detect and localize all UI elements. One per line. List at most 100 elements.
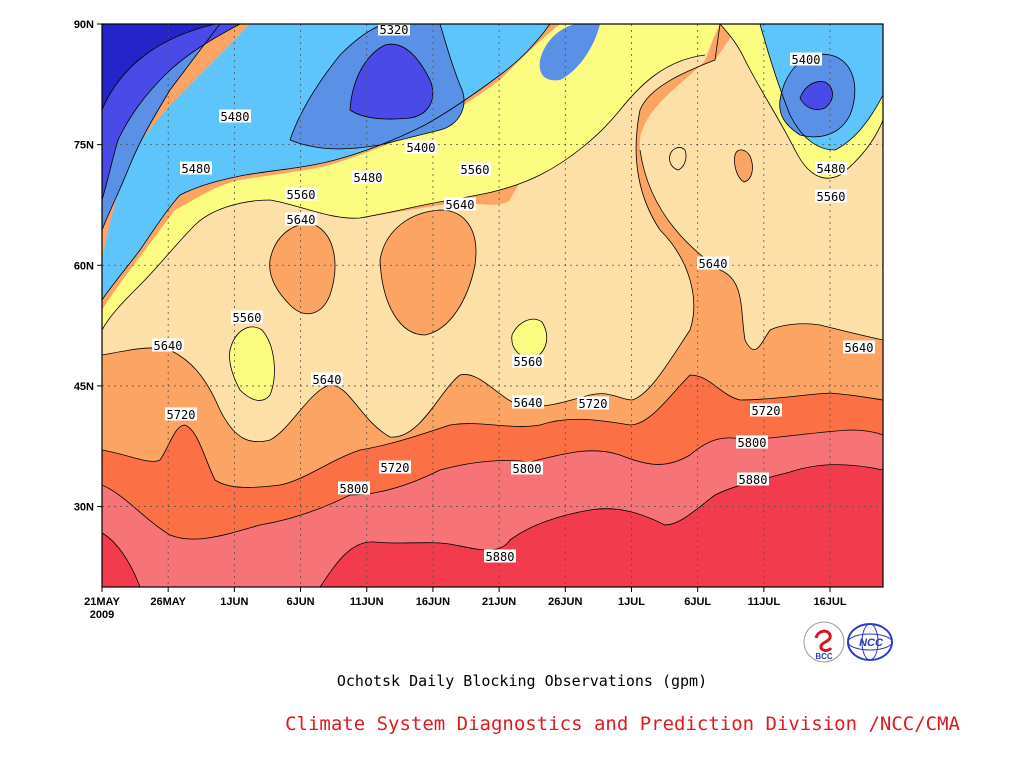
contour-label: 5480 (221, 110, 250, 124)
contour-fills (102, 24, 883, 587)
contour-label-bg (697, 256, 729, 270)
contour-line-5320 (102, 24, 833, 201)
contour-label-bg (737, 472, 769, 486)
x-tick-label: 6JUL (684, 596, 711, 608)
contour-label-bg (736, 435, 768, 449)
contour-label: 5560 (514, 355, 543, 369)
contour-label: 5880 (739, 473, 768, 487)
contour-label-bg (511, 461, 543, 475)
contour-labels: 5320 5400 5400 5480 5480 5480 5480 5560 5560 5560… (152, 22, 875, 564)
contour-line-5720 (102, 374, 883, 488)
x-tick-label: 21JUN (482, 596, 516, 608)
fill-band-5560-5640 (102, 24, 883, 442)
contour-line-5480-main (102, 24, 551, 301)
contour-label-bg (815, 189, 847, 203)
contour-label: 5560 (287, 188, 316, 202)
contour-label: 5480 (182, 162, 211, 176)
fill-band-lt-5240 (102, 24, 215, 110)
contour-label-bg (311, 372, 343, 386)
fill-band-5320-5400-c (539, 24, 600, 81)
contour-label-bg (219, 109, 251, 123)
x-tick-label: 26JUN (548, 596, 582, 608)
x-tick-label: 6JUN (286, 596, 314, 608)
y-tick-label: 90N (74, 19, 94, 31)
contour-label: 5560 (233, 311, 262, 325)
svg-text:BCC: BCC (815, 652, 833, 661)
x-tick-label: 21MAY (84, 596, 120, 608)
contour-label: 5640 (514, 396, 543, 410)
fill-island-5640-d (734, 149, 753, 182)
contour-line-5800 (102, 429, 883, 540)
contour-label-bg (512, 354, 544, 368)
contour-line-5400-main (102, 24, 221, 231)
contour-label-bg (352, 170, 384, 184)
contour-label-bg (484, 549, 516, 563)
ncc-logo-icon: NCC (847, 623, 893, 661)
contour-label: 5560 (817, 190, 846, 204)
fill-island-5640-b (380, 210, 476, 335)
x-tick-label: 16JUL (814, 596, 847, 608)
contour-label-bg (815, 161, 847, 175)
svg-text:NCC: NCC (859, 637, 884, 649)
contour-line-5560-east (719, 24, 883, 179)
y-tick-label: 30N (74, 502, 94, 514)
contour-label-bg (843, 340, 875, 354)
contour-label-bg (180, 161, 212, 175)
fill-band-5240-5320-b (350, 44, 433, 120)
contour-label-bg (379, 460, 411, 474)
contour-line-5400-b (289, 24, 465, 150)
contour-label: 5320 (380, 23, 409, 37)
contour-label: 5720 (167, 408, 196, 422)
contour-label: 5400 (407, 141, 436, 155)
contour-label-bg (577, 396, 609, 410)
contour-line-5640-main (102, 24, 721, 443)
contour-label: 5560 (461, 163, 490, 177)
contour-label: 5640 (699, 257, 728, 271)
fill-island-5560-b (511, 319, 547, 359)
contour-label: 5480 (817, 162, 846, 176)
contour-label-bg (750, 403, 782, 417)
contour-label: 5640 (845, 341, 874, 355)
fill-band-5240-5320 (102, 24, 240, 200)
contour-label-bg (378, 22, 410, 36)
contour-label-bg (152, 338, 184, 352)
contour-label: 5640 (313, 373, 342, 387)
x-tick-label: 26MAY (150, 596, 186, 608)
contour-label-bg (459, 162, 491, 176)
contour-label-bg (165, 407, 197, 421)
contour-label-bg (444, 197, 476, 211)
bcc-logo-icon: BCC (803, 621, 845, 663)
contour-line-5480-east (759, 24, 883, 151)
x-tick-label: 11JUN (350, 596, 384, 608)
contour-label: 5480 (354, 171, 383, 185)
contour-label-bg (285, 187, 317, 201)
contour-label-bg (512, 395, 544, 409)
contour-label: 5800 (738, 436, 767, 450)
contour-line-5640-east (639, 149, 883, 350)
contour-label: 5640 (287, 213, 316, 227)
contour-line-5560-main (102, 54, 706, 331)
contour-line-5240 (102, 24, 216, 111)
fill-band-5240-5320-c (800, 81, 833, 110)
contour-label: 5720 (752, 404, 781, 418)
plot-frame (101, 23, 884, 588)
x-tick-label: 11JUL (748, 596, 781, 608)
fill-island-5640-a (269, 224, 335, 314)
x-tick-label: 1JUL (618, 596, 645, 608)
contour-label-bg (405, 140, 437, 154)
y-tick-label: 45N (74, 381, 94, 393)
credit-line: Climate System Diagnostics and Predictio… (285, 713, 960, 735)
contour-label: 5640 (154, 339, 183, 353)
contour-label-bg (285, 212, 317, 226)
y-tick-label: 75N (74, 140, 94, 152)
contour-label-bg (231, 310, 263, 324)
fill-band-gt-5880 (102, 533, 140, 587)
contour-lines (102, 24, 883, 587)
contour-label: 5400 (792, 53, 821, 67)
x-tick-label: 16JUN (416, 596, 450, 608)
contour-label-bg (338, 481, 370, 495)
contour-label: 5640 (446, 198, 475, 212)
x-tick-label: 1JUN (220, 596, 248, 608)
fill-band-5480-5560 (102, 24, 720, 330)
